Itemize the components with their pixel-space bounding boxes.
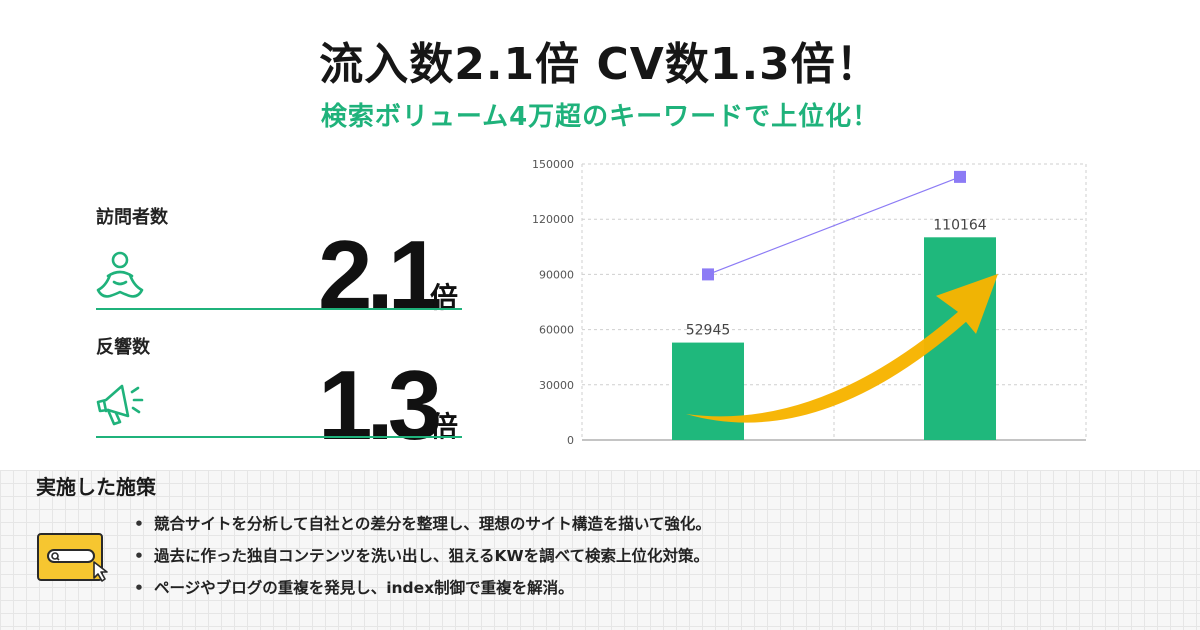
megaphone-icon xyxy=(92,378,148,438)
metric-value-responses: 1.3 xyxy=(318,350,442,460)
y-tick-label: 0 xyxy=(567,434,574,447)
metric-value-visitors: 2.1 xyxy=(318,220,442,330)
page-subtitle: 検索ボリューム4万超のキーワードで上位化！ xyxy=(320,102,880,132)
line-point xyxy=(954,170,966,183)
person-icon xyxy=(92,248,148,308)
y-tick-label: 150000 xyxy=(532,158,574,171)
metric-label-visitors: 訪問者数 xyxy=(96,207,168,228)
series-line xyxy=(707,176,961,275)
y-tick-label: 90000 xyxy=(539,268,574,281)
laptop-search-icon xyxy=(36,532,116,588)
metric-unit-visitors: 倍 xyxy=(430,281,459,314)
metric-unit-responses: 倍 xyxy=(430,410,459,443)
line-point xyxy=(702,268,714,281)
y-tick-label: 120000 xyxy=(532,213,574,226)
list-item: 過去に作った独自コンテンツを洗い出し、狙えるKWを調べて検索上位化対策。 xyxy=(134,544,711,576)
measures-list: 競合サイトを分析して自社との差分を整理し、理想のサイト構造を描いて強化。 過去に… xyxy=(134,512,711,608)
y-tick-label: 60000 xyxy=(539,324,574,337)
metric-divider xyxy=(96,308,462,310)
bar-value-label: 110164 xyxy=(933,217,987,233)
metric-divider xyxy=(96,436,462,438)
section-title: 実施した施策 xyxy=(36,475,156,499)
bar-value-label: 52945 xyxy=(686,323,731,339)
y-tick-label: 30000 xyxy=(539,379,574,392)
bar xyxy=(672,342,744,440)
growth-arrow xyxy=(686,273,998,423)
list-item: 競合サイトを分析して自社との差分を整理し、理想のサイト構造を描いて強化。 xyxy=(134,512,711,544)
metric-label-responses: 反響数 xyxy=(96,337,150,358)
bar-chart: 0 30000 60000 90000 120000 150000 52945 110164 xyxy=(532,158,1087,447)
list-item: ページやブログの重複を発見し、index制御で重複を解消。 xyxy=(134,576,711,608)
page-title: 流入数2.1倍 CV数1.3倍！ xyxy=(319,39,881,90)
